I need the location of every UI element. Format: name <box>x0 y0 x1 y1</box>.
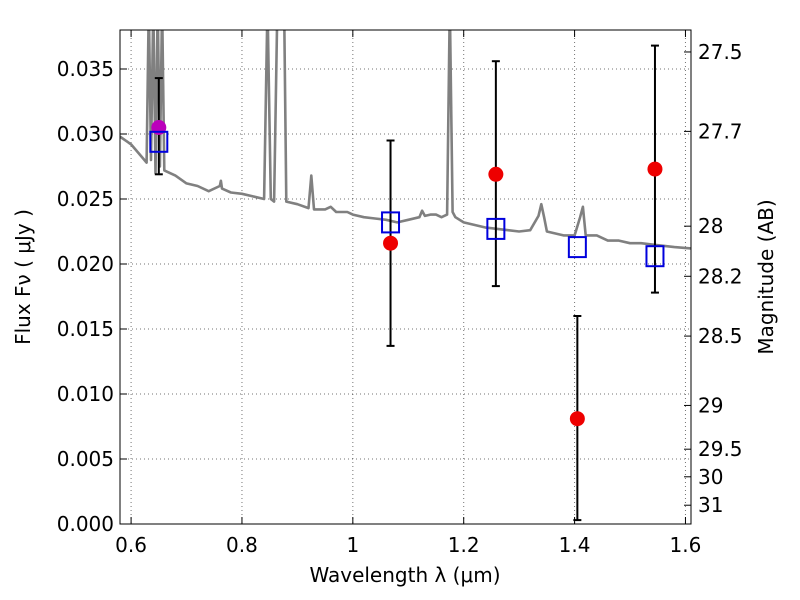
y-tick-label: 0.000 <box>57 512 114 536</box>
plot-background <box>120 30 691 524</box>
marker-layer <box>149 44 665 522</box>
model-point <box>486 217 506 240</box>
y-right-tick-label: 28 <box>698 214 723 238</box>
plot-frame <box>119 29 692 525</box>
y-right-tick-label: 27.5 <box>698 40 743 64</box>
y-right-tick-label: 29 <box>698 393 723 417</box>
x-tick-label: 1.6 <box>670 533 702 557</box>
data-point <box>383 235 399 251</box>
data-point <box>647 161 663 177</box>
y-tick-label: 0.020 <box>57 252 114 276</box>
y-axis-label-text: Flux Fν ( μJy ) <box>11 209 35 345</box>
spectrum-line <box>120 30 691 250</box>
model-point <box>645 245 665 268</box>
x-tick-label: 1.4 <box>559 533 591 557</box>
y-right-axis-label: Magnitude (AB) <box>754 199 778 354</box>
model-point <box>567 236 587 259</box>
y-tick-label: 0.025 <box>57 187 114 211</box>
y-tick-label: 0.005 <box>57 447 114 471</box>
y-tick-label: 0.035 <box>57 57 114 81</box>
x-tick-label: 1 <box>346 533 359 557</box>
x-tick-label: 0.8 <box>226 533 258 557</box>
data-layer <box>120 30 691 250</box>
data-point <box>569 411 585 427</box>
model-point <box>149 130 169 153</box>
y-tick-label: 0.015 <box>57 317 114 341</box>
y-axis-label: Flux Fν ( μJy ) <box>11 209 35 345</box>
y-right-tick-label: 30 <box>698 465 723 489</box>
x-axis-label: Wavelength λ (μm) <box>309 563 500 587</box>
y-right-tick-label: 29.5 <box>698 437 743 461</box>
y-tick-label: 0.010 <box>57 382 114 406</box>
x-tick-label: 0.6 <box>115 533 147 557</box>
y-right-tick-label: 28.2 <box>698 264 743 288</box>
model-point <box>381 211 401 234</box>
y-right-tick-label: 31 <box>698 493 723 517</box>
y-right-tick-label: 28.5 <box>698 324 743 348</box>
y-right-tick-label: 27.7 <box>698 119 743 143</box>
x-axis-label-text: Wavelength λ (μm) <box>309 563 500 587</box>
x-tick-label: 1.2 <box>448 533 480 557</box>
axis-ticks: 0.6 0.8 1 1.2 1.4 1.6 0.000 0.005 0.010 0.015 0.02… <box>57 30 743 557</box>
y-right-axis-label-text: Magnitude (AB) <box>754 199 778 354</box>
y-tick-label: 0.030 <box>57 122 114 146</box>
data-point <box>488 166 504 182</box>
